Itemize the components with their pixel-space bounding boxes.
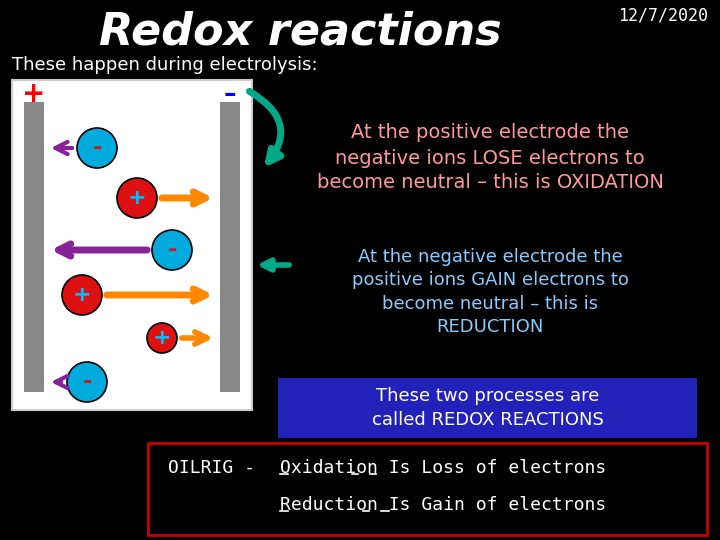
Text: +: + [73, 285, 91, 305]
Text: -: - [92, 138, 102, 158]
Text: These happen during electrolysis:: These happen during electrolysis: [12, 56, 318, 74]
FancyArrowPatch shape [263, 260, 289, 270]
Circle shape [77, 128, 117, 168]
Text: These two processes are
called REDOX REACTIONS: These two processes are called REDOX REA… [372, 387, 604, 429]
FancyBboxPatch shape [148, 443, 707, 535]
Text: –: – [224, 82, 236, 106]
Text: Redox reactions: Redox reactions [99, 10, 501, 53]
Circle shape [152, 230, 192, 270]
FancyBboxPatch shape [278, 378, 697, 438]
Text: +: + [153, 328, 171, 348]
FancyArrowPatch shape [249, 91, 281, 162]
Text: +: + [127, 188, 146, 208]
Circle shape [62, 275, 102, 315]
Text: 12/7/2020: 12/7/2020 [618, 7, 708, 25]
FancyBboxPatch shape [12, 80, 252, 410]
Bar [220, 102, 240, 392]
Text: -: - [167, 240, 176, 260]
Text: At the negative electrode the
positive ions GAIN electrons to
become neutral – t: At the negative electrode the positive i… [351, 248, 629, 336]
Text: Reduction Is Gain of electrons: Reduction Is Gain of electrons [280, 496, 606, 514]
Circle shape [117, 178, 157, 218]
Circle shape [147, 323, 177, 353]
Text: -: - [82, 372, 91, 392]
Bar [24, 102, 44, 392]
Text: +: + [22, 80, 45, 108]
Text: OILRIG -: OILRIG - [168, 459, 255, 477]
Text: At the positive electrode the
negative ions LOSE electrons to
become neutral – t: At the positive electrode the negative i… [317, 124, 663, 192]
Circle shape [67, 362, 107, 402]
Text: Oxidation Is Loss of electrons: Oxidation Is Loss of electrons [280, 459, 606, 477]
